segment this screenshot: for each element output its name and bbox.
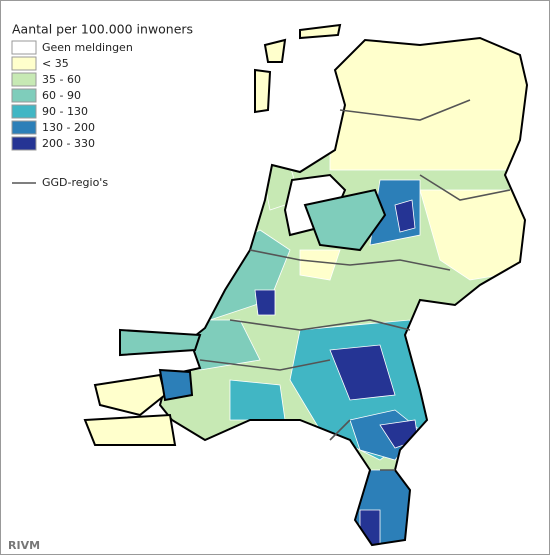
legend-swatch: [11, 88, 37, 103]
legend-swatch: [11, 72, 37, 87]
island: [158, 368, 194, 402]
ggd-boundary: [199, 99, 511, 471]
island: [254, 68, 272, 114]
legend-title: Aantal per 100.000 inwoners: [12, 22, 193, 37]
region: [254, 289, 276, 316]
region: [329, 344, 396, 401]
legend-label: 60 - 90: [42, 89, 81, 102]
credit: RIVM: [8, 539, 40, 552]
island: [93, 373, 167, 417]
legend: Geen meldingen < 35 35 - 60 60 - 90 90 - 130…: [11, 40, 133, 151]
island: [299, 23, 342, 40]
legend-swatch: [11, 40, 37, 55]
legend-label: 130 - 200: [42, 121, 95, 134]
island: [263, 38, 287, 63]
legend-label: 35 - 60: [42, 73, 81, 86]
region: [394, 199, 416, 233]
region: [329, 38, 527, 171]
island: [83, 413, 177, 446]
legend-label: Geen meldingen: [42, 41, 133, 54]
legend-label: 90 - 130: [42, 105, 88, 118]
legend-label: 200 - 330: [42, 137, 95, 150]
legend-label: < 35: [42, 57, 69, 70]
legend-swatch: [11, 120, 37, 135]
region: [299, 249, 341, 281]
region: [229, 379, 286, 421]
flevoland: [303, 188, 387, 252]
legend-swatch: [11, 104, 37, 119]
legend-swatch: [11, 56, 37, 71]
boundary-label: GGD-regio's: [42, 176, 108, 189]
island: [119, 328, 202, 357]
legend-swatch: [11, 136, 37, 151]
